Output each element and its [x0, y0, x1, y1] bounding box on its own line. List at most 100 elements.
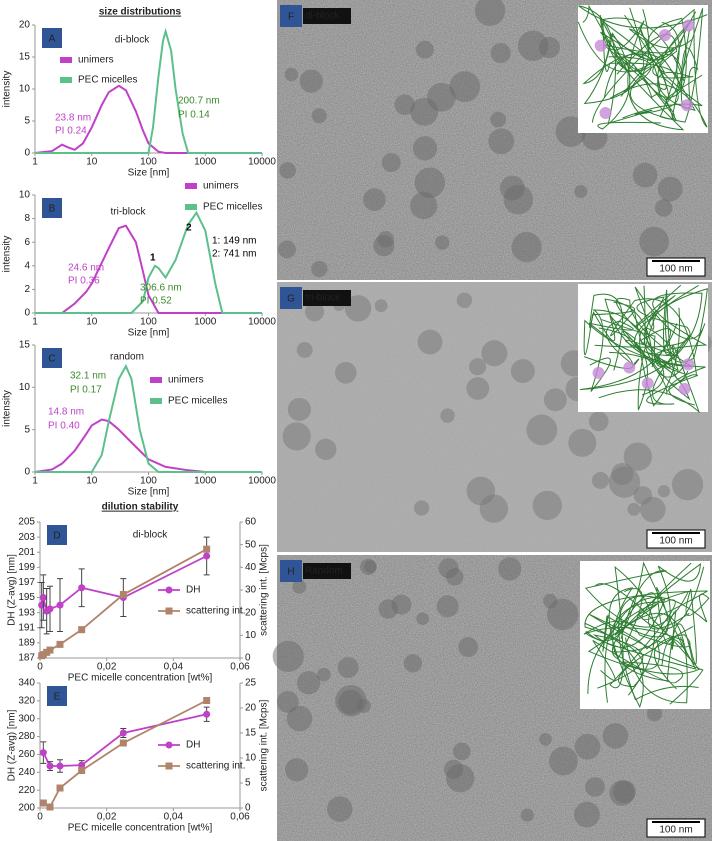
inset-core — [641, 377, 654, 390]
inset-chain — [584, 562, 708, 688]
marker — [46, 803, 54, 811]
inset-core — [658, 29, 671, 42]
y-tick-label: 205 — [18, 517, 35, 528]
scale-bar-box — [646, 529, 706, 549]
y-tick-label: 187 — [18, 653, 35, 664]
annotation: PI 0.24 — [55, 126, 87, 137]
particle — [334, 361, 357, 384]
legend-marker — [165, 741, 173, 749]
title-box — [303, 563, 351, 579]
legend-label: unimers — [78, 55, 114, 66]
inset-core — [681, 99, 694, 112]
y-tick-label: 0 — [24, 308, 30, 319]
inset-chain — [602, 586, 677, 652]
inset-core — [594, 39, 607, 52]
y-tick-label: 10 — [19, 84, 31, 95]
legend-label: PEC micelles — [78, 75, 137, 86]
particle — [311, 260, 328, 278]
y-tick-label: 5 — [24, 116, 30, 127]
micrograph-title: Random — [305, 566, 343, 577]
scale-bar-label: 100 nm — [659, 536, 692, 547]
annotation: 14.8 nm — [48, 407, 84, 418]
y-axis-label: intensity — [2, 236, 13, 273]
particle — [338, 689, 363, 715]
particle — [458, 637, 479, 657]
marker — [78, 584, 86, 592]
legend-label: DH — [186, 585, 200, 596]
x-tick-label: 1000 — [194, 476, 217, 487]
legend-label: PEC micelles — [168, 396, 227, 407]
scale-bar-box — [646, 257, 706, 277]
scale-bar-label: 100 nm — [659, 825, 692, 836]
series-line — [34, 84, 262, 154]
particle — [510, 359, 535, 384]
y-axis-label: intensity — [2, 390, 13, 427]
annotation: PI 0.17 — [70, 385, 102, 396]
particle — [311, 108, 327, 124]
legend-marker — [165, 762, 173, 770]
inset-chain — [601, 319, 699, 405]
inset-chain — [583, 620, 691, 690]
y2-tick-label: 30 — [245, 585, 257, 596]
particle — [410, 97, 439, 126]
marker — [46, 605, 54, 613]
chart-title: tri-block — [110, 207, 146, 218]
particle — [394, 94, 415, 115]
marker — [203, 697, 211, 704]
particle — [449, 71, 481, 103]
particle — [344, 295, 372, 322]
annotation: 1 — [150, 253, 156, 264]
particle — [377, 230, 395, 248]
marker — [39, 749, 47, 757]
particle — [646, 706, 663, 722]
particle — [546, 598, 579, 631]
y-tick-label: 240 — [18, 767, 35, 778]
particle — [435, 235, 450, 250]
particle — [623, 442, 652, 471]
y-tick-label: 201 — [18, 547, 35, 558]
chart-title: random — [110, 352, 144, 363]
particle — [490, 42, 511, 64]
particle — [539, 733, 552, 746]
y-tick-label: 191 — [18, 622, 35, 633]
x-tick-label: 100 — [140, 157, 157, 168]
y-tick-label: 2 — [24, 284, 30, 295]
inset-chain — [614, 592, 690, 704]
panel-label-box — [47, 525, 67, 545]
inset-chain — [625, 285, 699, 369]
particle — [440, 408, 455, 423]
legend-marker — [165, 586, 173, 594]
x-tick-label: 100 — [140, 476, 157, 487]
inset-chain — [603, 8, 704, 123]
particle — [520, 808, 534, 822]
particle — [474, 0, 506, 26]
panel-label-box — [42, 198, 62, 218]
marker — [78, 626, 86, 634]
marker — [56, 640, 64, 648]
y-tick-label: 195 — [18, 592, 35, 603]
x-axis-label: Size [nm] — [128, 168, 170, 179]
particle — [549, 746, 578, 776]
y-tick-label: 200 — [18, 803, 35, 814]
particle — [543, 388, 567, 412]
particle — [490, 111, 507, 128]
inset-chain — [598, 284, 701, 414]
y-tick-label: 189 — [18, 638, 35, 649]
marker — [119, 729, 127, 737]
particle — [456, 292, 473, 309]
particle — [381, 153, 401, 173]
panel-label-box — [280, 5, 302, 27]
particle — [657, 485, 671, 498]
particle — [415, 40, 434, 59]
particle — [640, 496, 666, 523]
series-line — [40, 555, 208, 613]
particle — [503, 184, 534, 215]
legend-label: scattering int. — [186, 606, 245, 617]
x-tick-label: 10000 — [248, 476, 276, 487]
marker — [203, 545, 211, 553]
x-tick-label: 0,02 — [97, 812, 117, 823]
title-box — [303, 8, 351, 24]
x-tick-label: 10 — [86, 157, 98, 168]
annotation: 2: 741 nm — [212, 249, 256, 260]
